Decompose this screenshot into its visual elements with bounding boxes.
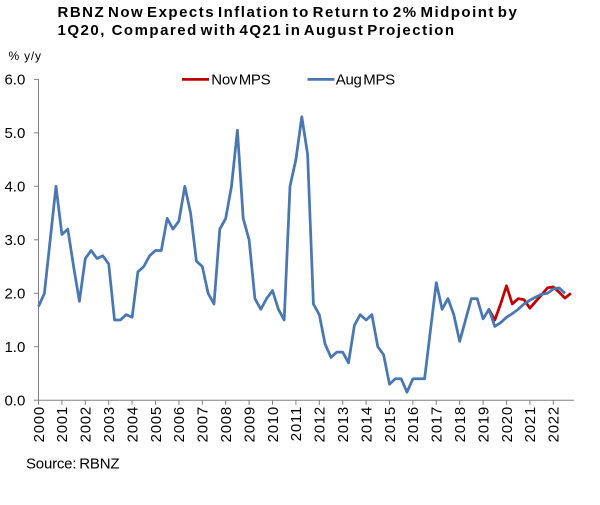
- svg-text:5.0: 5.0: [4, 125, 25, 142]
- svg-text:2004: 2004: [124, 406, 141, 442]
- svg-text:2007: 2007: [195, 406, 212, 442]
- svg-text:% y/y: % y/y: [9, 49, 42, 63]
- svg-text:2021: 2021: [522, 406, 539, 442]
- svg-text:2003: 2003: [101, 406, 118, 442]
- svg-text:2013: 2013: [335, 406, 352, 442]
- svg-text:2019: 2019: [475, 406, 492, 442]
- svg-text:2020: 2020: [499, 406, 516, 442]
- svg-text:2011: 2011: [288, 406, 305, 441]
- svg-text:2018: 2018: [452, 406, 469, 442]
- svg-text:2009: 2009: [241, 406, 258, 442]
- svg-text:Nov MPS: Nov MPS: [211, 71, 270, 88]
- svg-text:2006: 2006: [171, 406, 188, 442]
- svg-text:6.0: 6.0: [4, 72, 25, 89]
- svg-text:Source: RBNZ: Source: RBNZ: [26, 456, 119, 473]
- svg-text:4.0: 4.0: [4, 179, 25, 196]
- svg-text:2.0: 2.0: [4, 286, 25, 303]
- svg-text:1.0: 1.0: [4, 339, 25, 356]
- svg-text:2005: 2005: [148, 406, 165, 442]
- svg-text:2022: 2022: [546, 406, 563, 442]
- svg-text:2008: 2008: [218, 406, 235, 442]
- svg-text:0.0: 0.0: [4, 392, 25, 409]
- svg-text:RBNZ Now Expects Inflation to: RBNZ Now Expects Inflation to Return to …: [58, 4, 519, 21]
- svg-text:2002: 2002: [78, 406, 95, 442]
- svg-text:2001: 2001: [54, 406, 71, 442]
- svg-text:Aug MPS: Aug MPS: [336, 71, 395, 88]
- svg-text:2014: 2014: [358, 406, 375, 442]
- svg-text:2016: 2016: [405, 406, 422, 442]
- svg-text:3.0: 3.0: [4, 232, 25, 249]
- svg-text:2015: 2015: [382, 406, 399, 442]
- svg-text:2010: 2010: [265, 406, 282, 442]
- svg-text:1Q20, Compared with 4Q21 in A: 1Q20, Compared with 4Q21 in August Proje…: [58, 22, 456, 39]
- svg-text:2017: 2017: [429, 406, 446, 442]
- svg-text:2000: 2000: [31, 406, 48, 442]
- svg-text:2012: 2012: [312, 406, 329, 442]
